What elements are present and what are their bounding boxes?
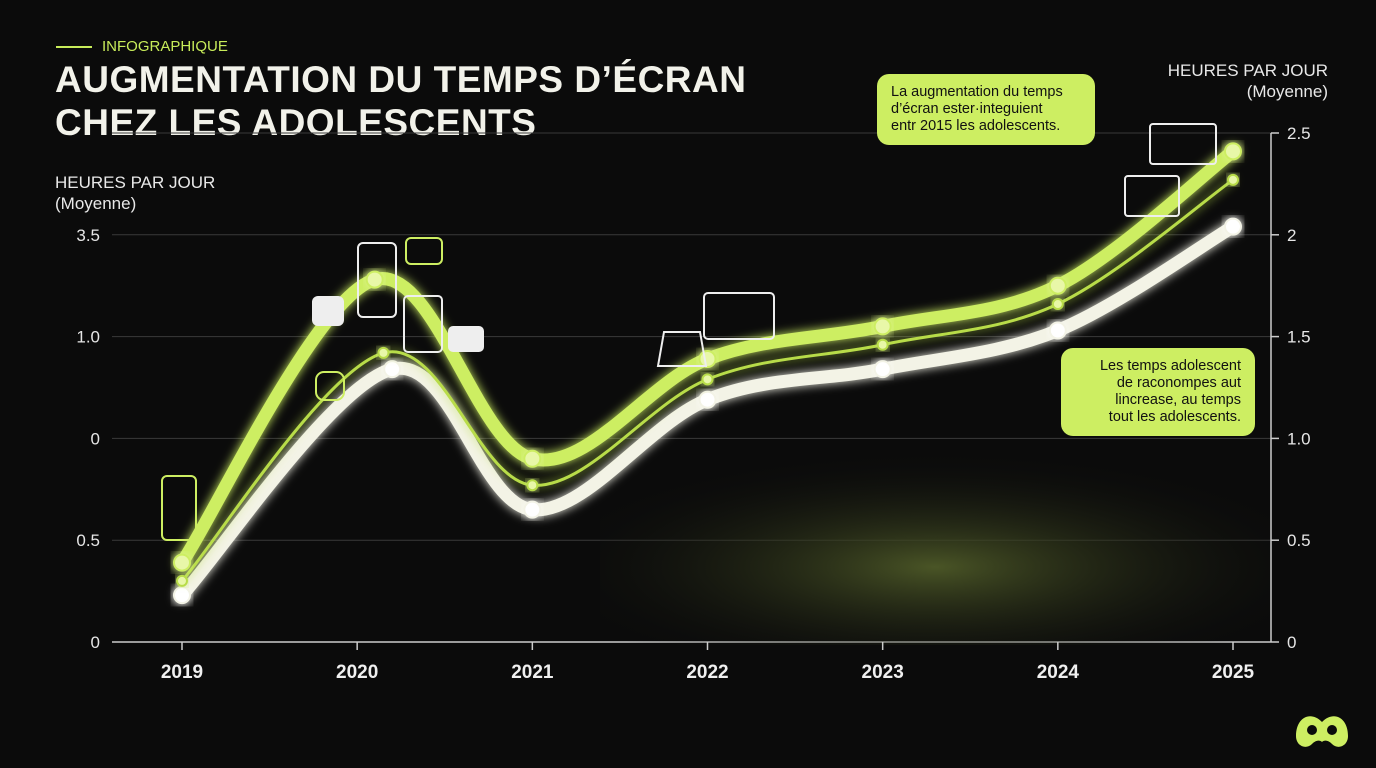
right-tick-label: 2.5 — [1287, 124, 1311, 143]
data-point — [176, 574, 188, 587]
data-point — [523, 449, 542, 468]
left-tick-label: 3.5 — [76, 226, 100, 245]
instagram-icon — [315, 371, 345, 401]
heart-message-icon — [405, 237, 443, 265]
right-axis-label: HEURES PAR JOUR (Moyenne) — [1168, 60, 1328, 102]
chat-icon — [448, 326, 484, 352]
data-point — [1048, 276, 1067, 295]
social-icons — [161, 123, 1217, 541]
right-axis-label-2: (Moyenne) — [1246, 82, 1328, 101]
callout-bottom-line: tout les adolescents. — [1108, 409, 1241, 425]
left-tick-label: 0 — [91, 633, 100, 652]
x-tick-label: 2021 — [511, 662, 554, 683]
x-tick-label: 2025 — [1212, 662, 1255, 683]
kicker-text: INFOGRAPHIQUE — [102, 38, 228, 55]
data-point — [377, 346, 390, 359]
data-point — [701, 373, 714, 386]
left-axis-label: HEURES PAR JOUR (Moyenne) — [55, 172, 215, 214]
callout-bottom-line: de raconompes aut — [1116, 375, 1241, 391]
data-point — [173, 553, 191, 572]
callout-top: La augmentation du temps d’écran ester·i… — [877, 74, 1095, 145]
phone-icon — [357, 242, 397, 318]
callout-bottom: Les temps adolescent de raconompes aut l… — [1061, 348, 1255, 436]
kicker-line — [56, 45, 92, 48]
left-axis-label-1: HEURES PAR JOUR — [55, 173, 216, 192]
title-line-2: CHEZ LES ADOLESCENTS — [55, 102, 537, 143]
callout-top-line: La augmentation du temps — [891, 84, 1063, 100]
feed-icon — [403, 295, 443, 353]
brand-logo-icon — [1296, 716, 1348, 747]
callout-top-line: entr 2015 les adolescents. — [891, 118, 1061, 134]
data-point — [1051, 298, 1064, 311]
data-point — [1224, 142, 1242, 161]
left-tick-label: 1.0 — [76, 328, 100, 347]
x-tick-label: 2023 — [862, 662, 904, 683]
facebook-icon — [312, 296, 344, 326]
data-point — [873, 317, 892, 336]
data-point — [383, 360, 402, 379]
x-tick-label: 2022 — [686, 662, 728, 683]
x-tick-label: 2019 — [161, 662, 203, 683]
video-player-icon — [703, 292, 775, 340]
video-player-icon — [1149, 123, 1217, 165]
data-point — [1224, 217, 1242, 236]
right-tick-label: 1.0 — [1287, 429, 1311, 448]
data-point — [698, 390, 717, 409]
callout-bottom-line: Les temps adolescent — [1099, 358, 1241, 374]
data-point — [698, 349, 717, 368]
data-point — [523, 500, 542, 519]
right-axis-label-1: HEURES PAR JOUR — [1167, 61, 1328, 80]
kicker: INFOGRAPHIQUE — [56, 38, 228, 55]
x-tick-label: 2020 — [336, 662, 378, 683]
phone-icon — [161, 475, 197, 541]
data-point — [876, 338, 889, 351]
x-tick-label: 2024 — [1037, 662, 1080, 683]
data-point — [873, 360, 892, 379]
gamepad-icon — [656, 331, 708, 367]
data-point — [1227, 173, 1239, 186]
data-point — [173, 586, 191, 605]
left-tick-label: 0 — [91, 429, 100, 448]
data-point — [1048, 321, 1067, 340]
data-point — [365, 270, 384, 289]
left-tick-label: 0.5 — [76, 531, 100, 550]
callout-top-line: d’écran ester·integuient — [891, 101, 1043, 117]
right-tick-label: 0 — [1287, 633, 1296, 652]
title-line-1: AUGMENTATION DU TEMPS D’ÉCRAN — [55, 59, 747, 100]
callout-bottom-line: lincrease, au temps — [1115, 392, 1241, 408]
video-player-icon — [1124, 175, 1180, 217]
right-tick-label: 1.5 — [1287, 328, 1311, 347]
page-title: AUGMENTATION DU TEMPS D’ÉCRAN CHEZ LES AD… — [55, 58, 746, 144]
right-tick-label: 2 — [1287, 226, 1296, 245]
left-axis-label-2: (Moyenne) — [55, 194, 137, 213]
teens-illustration — [600, 450, 1270, 645]
data-point — [526, 479, 539, 492]
right-tick-label: 0.5 — [1287, 531, 1311, 550]
